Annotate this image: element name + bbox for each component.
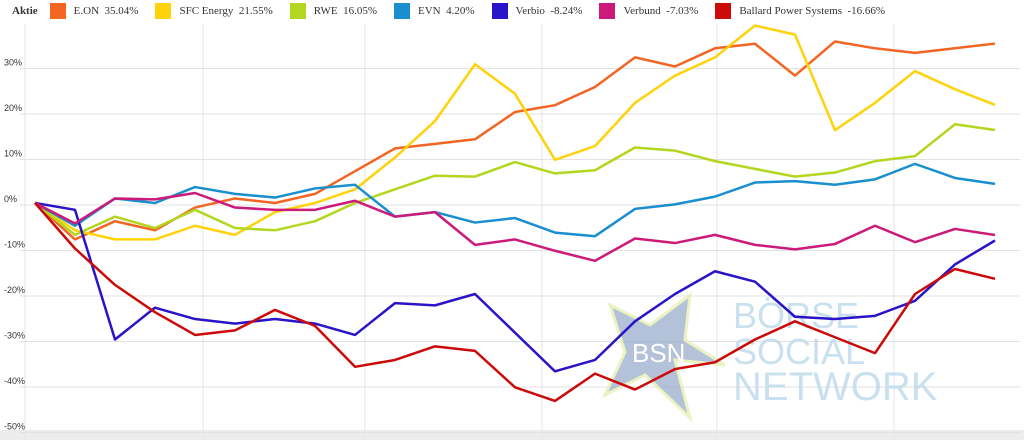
- watermark-line2: SOCIAL: [733, 331, 865, 372]
- legend: Aktie E.ON 35.04% SFC Energy 21.55% RWE 16…: [0, 0, 1024, 22]
- legend-swatch: [155, 3, 172, 19]
- watermark-line1: BÖRSE: [733, 295, 859, 336]
- series-line-verbund[interactable]: [34, 191, 996, 263]
- series-line-sfc-energy[interactable]: [34, 24, 996, 241]
- y-tick-label: 0%: [4, 194, 17, 204]
- legend-swatch: [289, 3, 306, 19]
- series-line-ballard-power-systems[interactable]: [34, 202, 996, 403]
- legend-swatch: [599, 3, 616, 19]
- legend-swatch: [715, 3, 732, 19]
- y-tick-label: 20%: [4, 103, 22, 113]
- legend-title: Aktie: [12, 5, 38, 17]
- legend-label: Ballard Power Systems -16.66%: [739, 5, 886, 17]
- legend-swatch: [491, 3, 508, 19]
- y-tick-label: -50%: [4, 422, 25, 432]
- y-tick-label: -30%: [4, 331, 25, 341]
- legend-label: SFC Energy 21.55%: [179, 5, 273, 17]
- legend-item[interactable]: EVN 4.20%: [394, 3, 475, 19]
- legend-item[interactable]: SFC Energy 21.55%: [155, 3, 273, 19]
- legend-label: Verbund -7.03%: [623, 5, 699, 17]
- legend-item[interactable]: Ballard Power Systems -16.66%: [715, 3, 885, 19]
- legend-swatch: [49, 3, 66, 19]
- legend-item[interactable]: E.ON 35.04%: [49, 3, 139, 19]
- legend-swatch: [394, 3, 411, 19]
- legend-label: Verbio -8.24%: [515, 5, 583, 17]
- series-line-evn[interactable]: [34, 162, 996, 238]
- watermark: BSN BÖRSE SOCIAL NETWORK: [601, 291, 938, 423]
- legend-item[interactable]: Verbund -7.03%: [599, 3, 698, 19]
- legend-label: RWE 16.05%: [313, 5, 378, 17]
- x-axis-band: [0, 430, 1024, 440]
- series-line-verbio[interactable]: [34, 201, 996, 373]
- series-line-e-on[interactable]: [34, 40, 996, 241]
- legend-label: E.ON 35.04%: [73, 5, 139, 17]
- legend-label: EVN 4.20%: [418, 5, 475, 17]
- watermark-line3: NETWORK: [733, 365, 938, 409]
- y-tick-label: 30%: [4, 58, 22, 68]
- y-tick-label: -20%: [4, 285, 25, 295]
- legend-item[interactable]: Verbio -8.24%: [491, 3, 583, 19]
- watermark-star-text: BSN: [632, 338, 685, 368]
- legend-item[interactable]: RWE 16.05%: [289, 3, 378, 19]
- y-tick-label: -10%: [4, 240, 25, 250]
- y-tick-label: 10%: [4, 149, 22, 159]
- y-tick-label: -40%: [4, 376, 25, 386]
- series-line-rwe[interactable]: [34, 123, 996, 237]
